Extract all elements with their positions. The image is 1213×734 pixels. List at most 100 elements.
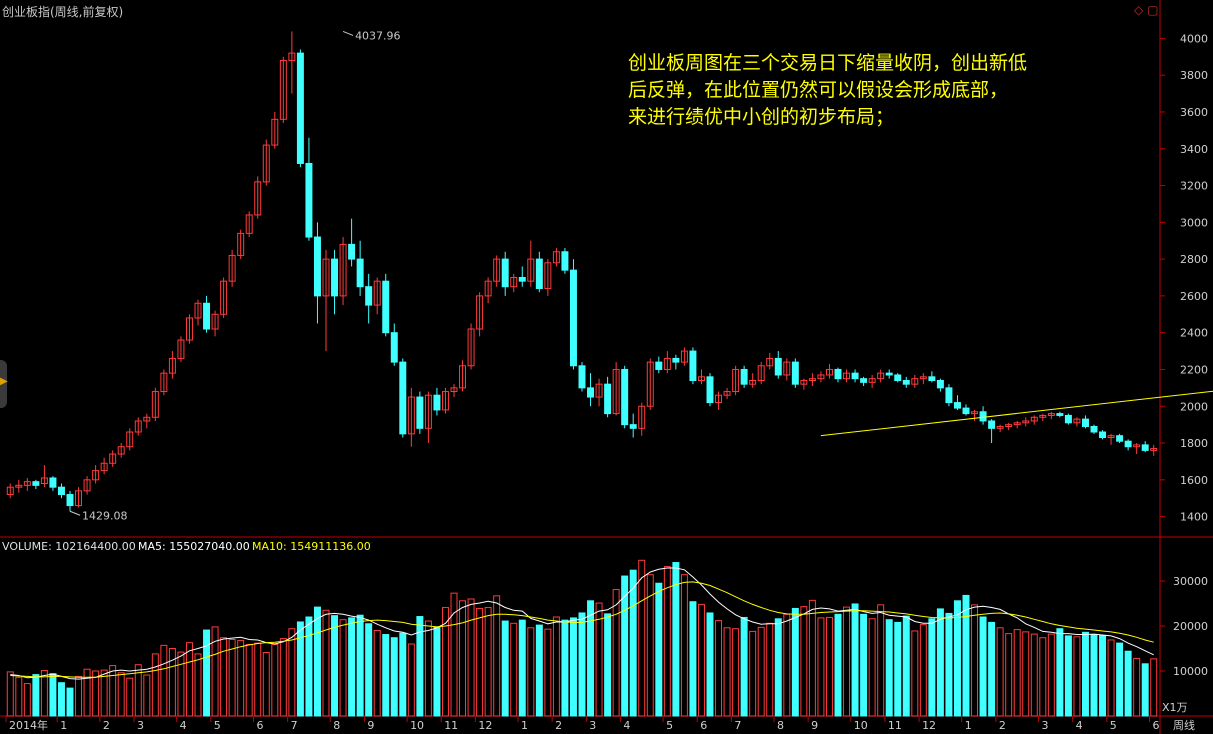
candle-body <box>151 391 159 418</box>
candle-body <box>578 365 586 389</box>
volume-bar <box>843 606 851 717</box>
candle-body <box>843 372 851 380</box>
volume-bar <box>424 620 432 717</box>
volume-bar <box>399 632 407 717</box>
candle-body <box>518 277 526 282</box>
candle-body <box>117 446 125 455</box>
candle-body <box>621 368 629 426</box>
volume-bar <box>919 624 927 717</box>
candle-body <box>1081 418 1089 427</box>
volume-bar <box>877 604 885 717</box>
volume-bar <box>706 612 714 717</box>
price-tick-label: 3800 <box>1180 69 1208 82</box>
x-tick-label: 4 <box>623 719 630 732</box>
price-tick-label: 2800 <box>1180 253 1208 266</box>
candle-body <box>6 486 14 496</box>
diamond-icon[interactable]: ◇ <box>1134 3 1144 17</box>
candle-body <box>92 470 100 481</box>
volume-bar <box>697 603 705 717</box>
candle-body <box>416 396 424 429</box>
candle-body <box>715 394 723 404</box>
candle-body <box>66 494 74 507</box>
candle-body <box>348 243 356 260</box>
candle-body <box>476 295 484 330</box>
x-tick-label: 7 <box>734 719 741 732</box>
volume-bar <box>928 618 936 717</box>
candle-body <box>450 387 458 393</box>
candle-body <box>1073 418 1081 424</box>
volume-bar <box>348 617 356 717</box>
volume-bar <box>66 687 74 717</box>
candle-body <box>1124 440 1132 448</box>
restore-icon[interactable]: ▢ <box>1147 3 1159 17</box>
x-tick-label: 2 <box>103 719 110 732</box>
candle-body <box>220 280 228 315</box>
volume-bar <box>373 630 381 717</box>
volume-bar <box>49 673 57 717</box>
price-tick-label: 3000 <box>1180 216 1208 229</box>
volume-bar <box>32 674 40 717</box>
candle-body <box>373 280 381 306</box>
candle-body <box>569 269 577 367</box>
volume-bar <box>1056 628 1064 717</box>
price-tick-label: 4000 <box>1180 32 1208 45</box>
candle-body <box>484 280 492 297</box>
candle-body <box>996 425 1004 429</box>
candle-body <box>672 357 680 363</box>
annotation-line: 创业板周图在三个交易日下缩量收阴，创出新低 <box>628 52 1028 74</box>
volume-bar <box>1005 633 1013 717</box>
x-tick-label: 4 <box>1076 719 1083 732</box>
volume-bar <box>749 630 757 717</box>
volume-bar <box>143 674 151 717</box>
volume-bar <box>450 592 458 717</box>
x-tick-label: 2 <box>555 719 562 732</box>
candle-body <box>1030 416 1038 422</box>
price-tick-label: 3400 <box>1180 143 1208 156</box>
candle-body <box>655 361 663 370</box>
volume-bar <box>211 626 219 717</box>
candle-body <box>40 477 48 485</box>
candle-body <box>237 232 245 256</box>
candle-body <box>527 258 535 282</box>
candle-body <box>1090 425 1098 433</box>
candle-body <box>860 378 868 383</box>
volume-bar <box>185 642 193 717</box>
volume-bar <box>1081 631 1089 717</box>
candle-body <box>356 258 364 288</box>
candle-body <box>23 481 31 486</box>
window-controls[interactable]: ◇ ▢ <box>1134 3 1158 17</box>
play-icon[interactable]: ▶ <box>0 376 8 387</box>
candle-body <box>1150 448 1158 451</box>
candle-body <box>766 357 774 367</box>
volume-bar <box>459 600 467 717</box>
volume-bar <box>220 637 228 717</box>
price-tick-label: 1800 <box>1180 437 1208 450</box>
volume-bar <box>783 613 791 717</box>
volume-bar <box>766 622 774 717</box>
candle-body <box>143 416 151 422</box>
volume-bar <box>117 672 125 717</box>
candle-body <box>757 365 765 381</box>
annotation-arrow <box>69 510 81 516</box>
candle-body <box>689 350 697 382</box>
candle-body <box>612 368 620 415</box>
period-label: 周线 <box>1173 718 1195 732</box>
candle-body <box>467 328 475 367</box>
x-tick-label: 12 <box>478 719 492 732</box>
volume-bar <box>885 619 893 717</box>
volume-bar <box>569 617 577 717</box>
side-expand-handle[interactable] <box>0 360 7 408</box>
volume-bar <box>561 619 569 717</box>
candle-body <box>459 365 467 389</box>
volume-bar <box>1116 642 1124 717</box>
x-tick-label: 5 <box>1110 719 1117 732</box>
candle-body <box>100 462 108 472</box>
x-tick-label: 9 <box>811 719 818 732</box>
x-tick-label: 3 <box>137 719 144 732</box>
candle-body <box>279 59 287 120</box>
x-tick-label: 1 <box>60 719 67 732</box>
candle-body <box>740 368 748 385</box>
candle-body <box>228 254 236 282</box>
volume-bar <box>356 614 364 717</box>
candle-body <box>697 376 705 382</box>
